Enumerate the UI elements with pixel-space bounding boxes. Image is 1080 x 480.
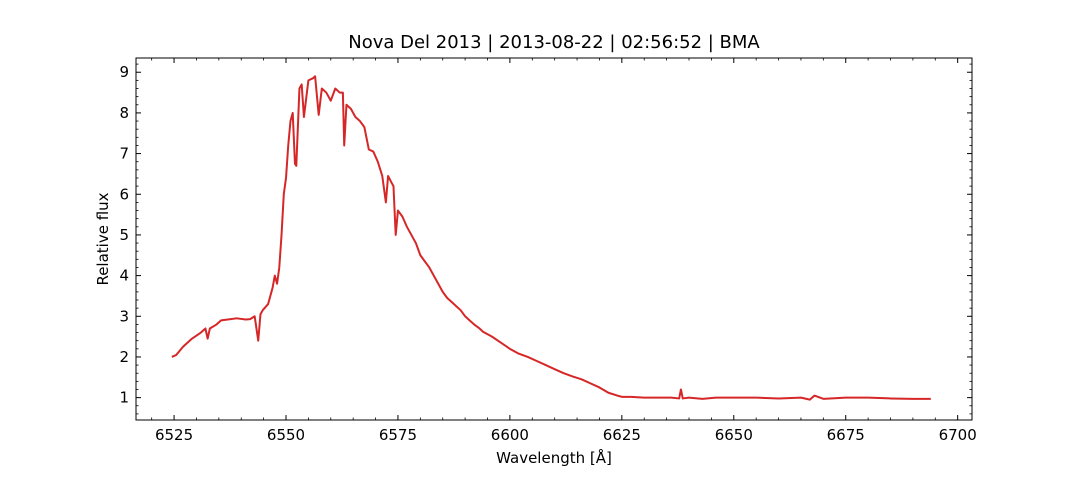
x-tick-label: 6650 xyxy=(715,426,753,444)
y-tick-label: 6 xyxy=(119,185,129,203)
chart-title: Nova Del 2013 | 2013-08-22 | 02:56:52 | … xyxy=(348,32,760,53)
y-tick-label: 7 xyxy=(119,145,129,163)
y-tick-label: 1 xyxy=(119,389,129,407)
y-tick-label: 8 xyxy=(119,104,129,122)
plot-area xyxy=(171,75,931,401)
x-tick-label: 6700 xyxy=(939,426,977,444)
y-tick-label: 5 xyxy=(119,226,129,244)
x-tick-label: 6525 xyxy=(155,426,193,444)
x-tick-label: 6550 xyxy=(267,426,305,444)
plot-frame xyxy=(135,57,973,421)
x-axis-label: Wavelength [Å] xyxy=(496,448,612,467)
y-tick-label: 2 xyxy=(119,348,129,366)
x-tick-label: 6575 xyxy=(379,426,417,444)
series-line-0 xyxy=(171,75,931,401)
x-tick-label: 6675 xyxy=(827,426,865,444)
x-tick-label: 6625 xyxy=(603,426,641,444)
y-tick-label: 4 xyxy=(119,267,129,285)
x-tick-label: 6600 xyxy=(491,426,529,444)
axis-ticks: 6525 6550 6575 6600 6625 6650 6675 6700 1 2 3 4 5 6 7 8… xyxy=(119,58,977,444)
y-axis-label: Relative flux xyxy=(94,192,112,285)
y-tick-label: 3 xyxy=(119,307,129,325)
y-tick-label: 9 xyxy=(119,63,129,81)
